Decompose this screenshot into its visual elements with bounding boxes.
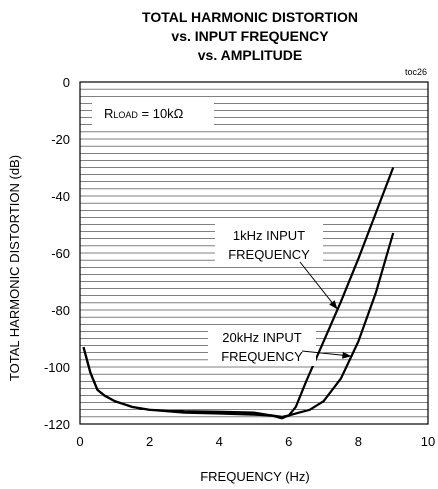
- y-tick-label: 0: [63, 75, 70, 90]
- tick-labels: 0 2 4 6 8 10 0 -20 -40 -60 -80 -100 -120: [44, 75, 435, 449]
- x-tick-label: 8: [355, 434, 362, 449]
- annotation-text: 20kHz INPUT: [222, 330, 302, 345]
- annotation-text: FREQUENCY: [228, 247, 310, 262]
- x-tick-label: 0: [76, 434, 83, 449]
- title-line-3: vs. AMPLITUDE: [198, 47, 303, 63]
- legend-label: RLOAD = 10kΩ: [104, 106, 184, 121]
- figure-id: toc26: [405, 67, 427, 77]
- annotations: 1kHz INPUT FREQUENCY 20kHz INPUT FREQUENCY: [208, 224, 352, 366]
- series-line-1: [82, 167, 395, 420]
- annotation-text: 1kHz INPUT: [233, 228, 305, 243]
- annotation-2: 20kHz INPUT FREQUENCY: [208, 326, 352, 366]
- annotation-1: 1kHz INPUT FREQUENCY: [215, 224, 338, 310]
- title-line-1: TOTAL HARMONIC DISTORTION: [142, 9, 358, 25]
- legend-box: RLOAD = 10kΩ: [92, 99, 214, 127]
- title-line-2: vs. INPUT FREQUENCY: [171, 28, 329, 44]
- series-lines: [82, 167, 395, 420]
- annotation-arrow-line: [299, 261, 338, 310]
- x-tick-label: 6: [285, 434, 292, 449]
- series-line-2: [82, 232, 395, 418]
- x-tick-label: 10: [421, 434, 435, 449]
- y-axis-label: TOTAL HARMONIC DISTORTION (dB): [7, 155, 22, 381]
- annotation-text: FREQUENCY: [221, 349, 303, 364]
- annotation-arrow-head: [342, 351, 352, 359]
- y-tick-label: -20: [51, 132, 70, 147]
- chart-title: TOTAL HARMONIC DISTORTION vs. INPUT FREQ…: [142, 9, 358, 63]
- y-tick-label: -80: [51, 303, 70, 318]
- x-tick-label: 4: [216, 434, 223, 449]
- annotation-bg: [215, 224, 323, 264]
- legend-r: R: [104, 106, 113, 121]
- legend-rest: = 10kΩ: [138, 106, 184, 121]
- annotation-bg: [208, 326, 316, 366]
- y-tick-label: -40: [51, 189, 70, 204]
- x-tick-label: 2: [146, 434, 153, 449]
- legend-background: [92, 99, 214, 127]
- y-tick-label: -100: [44, 360, 70, 375]
- y-tick-label: -120: [44, 417, 70, 432]
- y-tick-label: -60: [51, 246, 70, 261]
- annotation-arrow-head: [329, 300, 338, 310]
- legend-sub: LOAD: [113, 110, 138, 120]
- plot-frame: [79, 81, 429, 425]
- x-axis-label: FREQUENCY (Hz): [200, 469, 310, 484]
